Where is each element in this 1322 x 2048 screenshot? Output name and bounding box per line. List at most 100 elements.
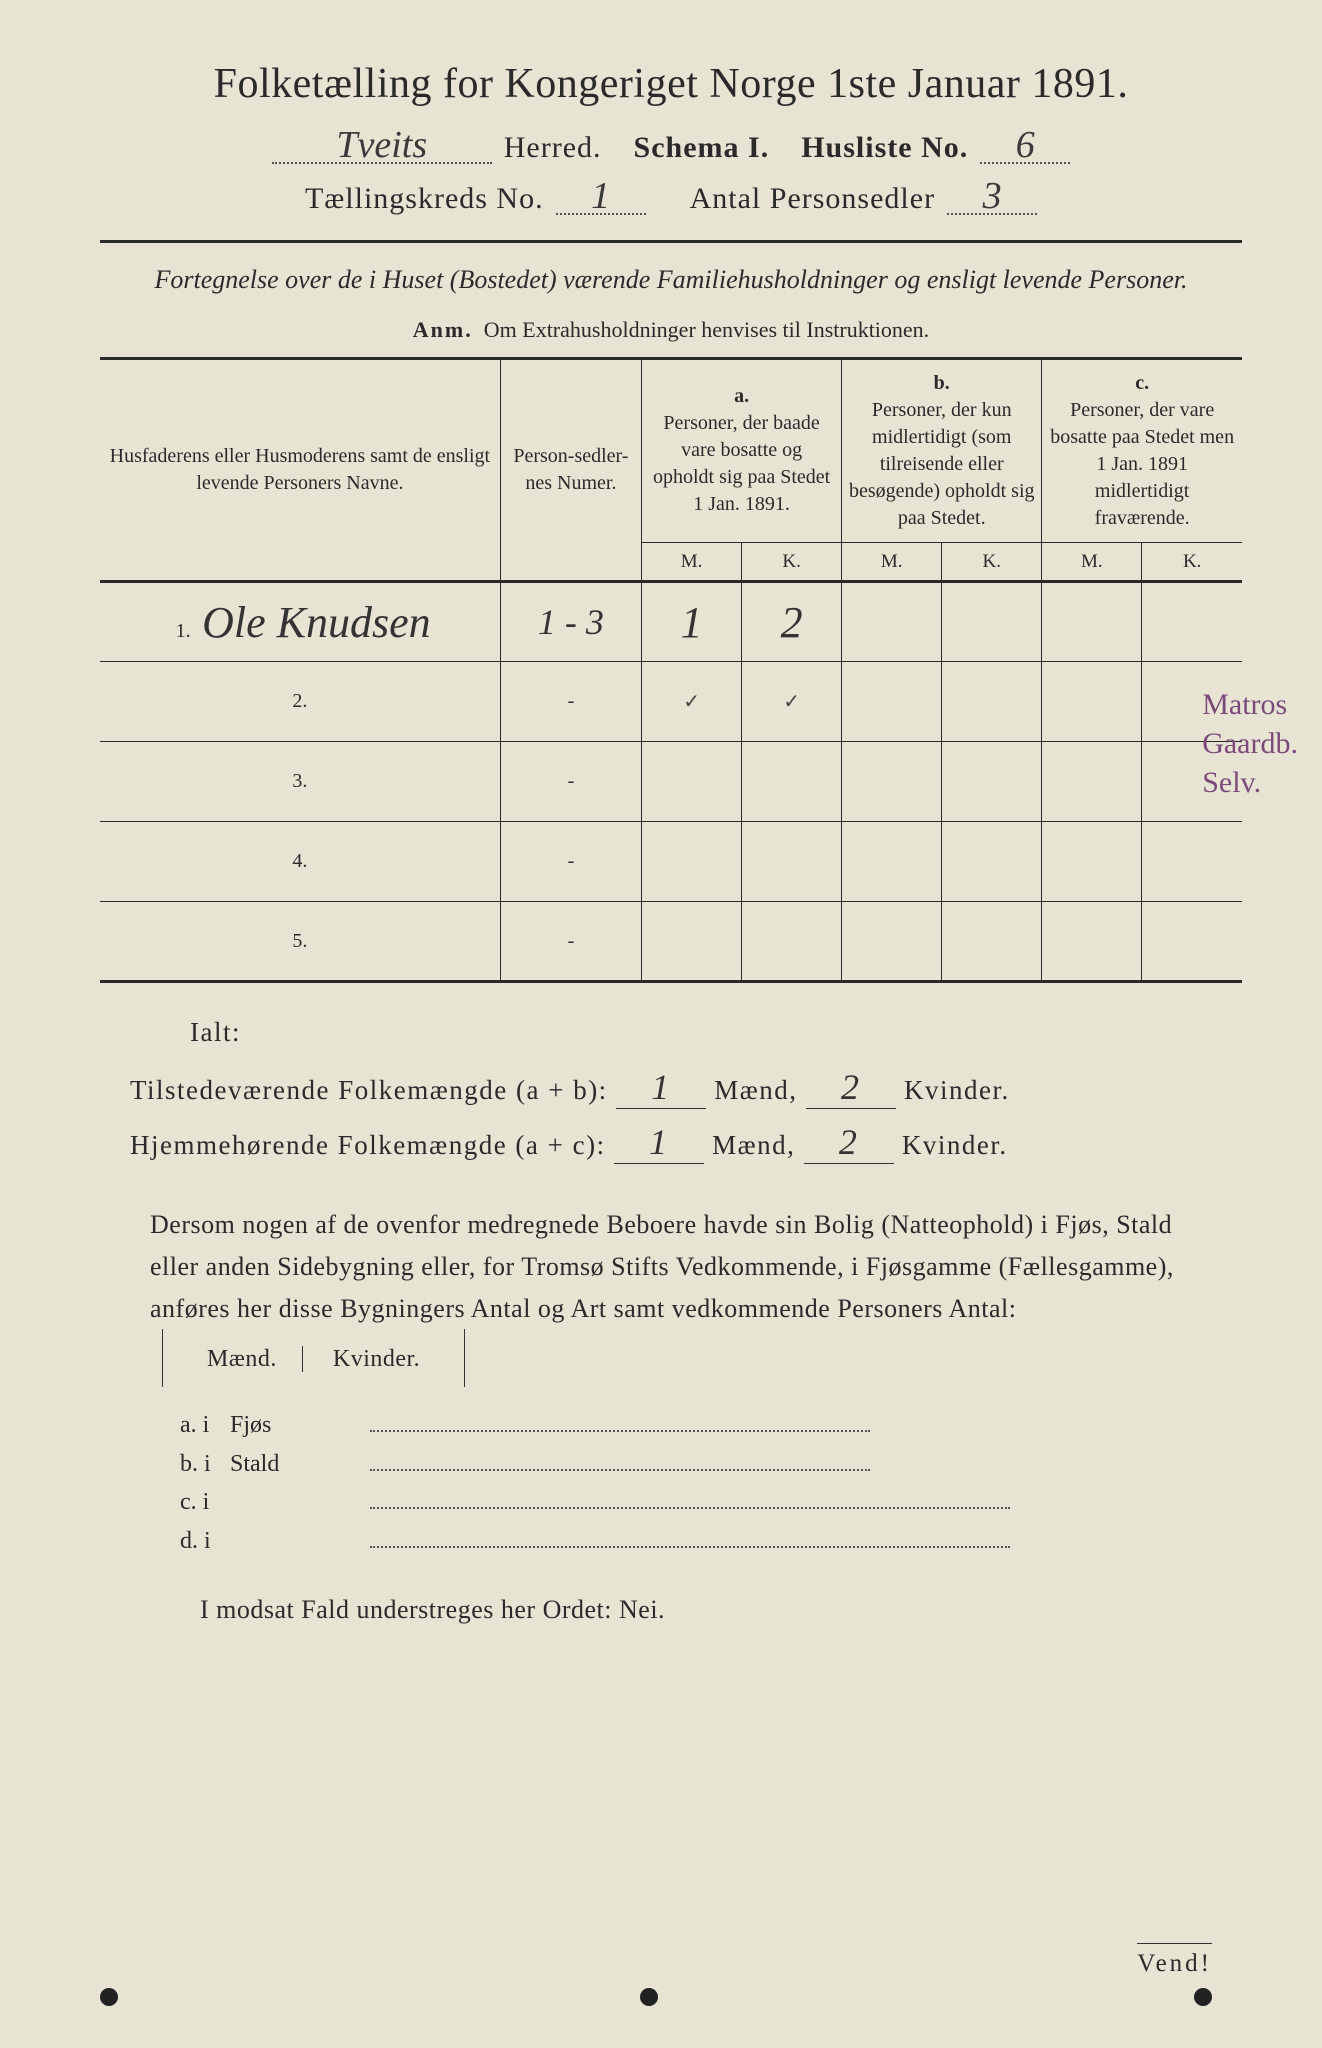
totals-k-field: 2 <box>804 1121 894 1164</box>
row-numer: - <box>500 822 641 902</box>
row-numer: - <box>500 742 641 822</box>
herred-field: Tveits <box>272 128 492 164</box>
totals-k-field: 2 <box>806 1066 896 1109</box>
list-lbl: d. i <box>180 1528 230 1555</box>
anm-text: Om Extrahusholdninger henvises til Instr… <box>484 317 929 342</box>
row-b-m <box>842 582 942 662</box>
table-body: 1. Ole Knudsen 1 - 3 1 2 2. - ✓ ✓ 3 <box>100 582 1242 982</box>
margin-note-line: Matros <box>1202 685 1298 724</box>
mk-box-k: Kvinder. <box>302 1346 438 1372</box>
dotted-line <box>370 1411 870 1433</box>
mk-a-m: M. <box>642 542 742 582</box>
divider-rule <box>100 240 1242 243</box>
row-a-m <box>642 902 742 982</box>
row-num: 5. <box>286 930 314 953</box>
row-b-k <box>942 822 1042 902</box>
dotted-line <box>370 1488 1010 1510</box>
row-b-k <box>942 582 1042 662</box>
mk-box: Mænd. Kvinder. <box>162 1329 465 1387</box>
row-c-k <box>1142 902 1242 982</box>
row-b-m <box>842 822 942 902</box>
dotted-line <box>370 1449 870 1471</box>
anm-label: Anm. <box>413 317 473 342</box>
table-row: 2. - ✓ ✓ <box>100 662 1242 742</box>
col-header-c: c. Personer, der vare bosatte paa Stedet… <box>1042 358 1242 542</box>
row-a-m <box>642 742 742 822</box>
page-title: Folketælling for Kongeriget Norge 1ste J… <box>100 60 1242 108</box>
row-num: 2. <box>286 690 314 713</box>
mk-c-k: K. <box>1142 542 1242 582</box>
anm-line: Anm. Om Extrahusholdninger henvises til … <box>100 317 1242 343</box>
dotted-line <box>370 1526 1010 1548</box>
personsedler-field: 3 <box>947 179 1037 215</box>
row-c-m <box>1042 662 1142 742</box>
margin-note-line: Gaardb. <box>1202 724 1298 763</box>
mk-box-m: Mænd. <box>189 1346 295 1372</box>
census-form-page: Folketælling for Kongeriget Norge 1ste J… <box>0 0 1322 2048</box>
row-c-m <box>1042 582 1142 662</box>
row-name-cell: 5. <box>100 902 500 982</box>
list-item: d. i <box>180 1526 1242 1555</box>
row-a-k <box>742 742 842 822</box>
kreds-label: Tællingskreds No. <box>305 182 544 216</box>
instruction-paragraph: Dersom nogen af de ovenfor medregnede Be… <box>150 1204 1222 1386</box>
header-row-1: Tveits Herred. Schema I. Husliste No. 6 <box>100 128 1242 165</box>
mk-a-k: K. <box>742 542 842 582</box>
row-name-cell: 3. <box>100 742 500 822</box>
subtitle-text: Fortegnelse over de i Huset (Bostedet) v… <box>140 261 1202 299</box>
row-num: 1. <box>169 620 197 643</box>
row-name-cell: 2. <box>100 662 500 742</box>
row-b-k <box>942 662 1042 742</box>
kvinder-label: Kvinder. <box>902 1130 1008 1160</box>
punch-hole-icon <box>640 1988 658 2006</box>
totals-m-field: 1 <box>616 1066 706 1109</box>
mk-c-m: M. <box>1042 542 1142 582</box>
mk-b-k: K. <box>942 542 1042 582</box>
list-item: b. i Stald <box>180 1449 1242 1478</box>
row-name-cell: 4. <box>100 822 500 902</box>
col-b-text: Personer, der kun midlertidigt (som tilr… <box>849 399 1035 529</box>
maend-label: Mænd, <box>712 1130 795 1160</box>
ialt-label: Ialt: <box>190 1017 1232 1048</box>
list-lbl: b. i <box>180 1451 230 1478</box>
row-a-k: ✓ <box>742 662 842 742</box>
row-a-m: 1 <box>642 582 742 662</box>
list-cat: Fjøs <box>230 1412 370 1439</box>
totals-row-label: Tilstedeværende Folkemængde (a + b): <box>130 1075 608 1105</box>
col-a-text: Personer, der baade vare bosatte og opho… <box>653 412 830 515</box>
row-b-m <box>842 742 942 822</box>
vend-label: Vend! <box>1137 1943 1212 1978</box>
row-c-m <box>1042 822 1142 902</box>
mk-b-m: M. <box>842 542 942 582</box>
table-row: 5. - <box>100 902 1242 982</box>
table-row: 1. Ole Knudsen 1 - 3 1 2 <box>100 582 1242 662</box>
row-a-m: ✓ <box>642 662 742 742</box>
kvinder-label: Kvinder. <box>904 1075 1010 1105</box>
col-b-label: b. <box>934 372 950 394</box>
para-text: Dersom nogen af de ovenfor medregnede Be… <box>150 1210 1174 1322</box>
row-c-k <box>1142 822 1242 902</box>
totals-row-label: Hjemmehørende Folkemængde (a + c): <box>130 1130 606 1160</box>
list-item: c. i <box>180 1488 1242 1517</box>
row-numer: - <box>500 662 641 742</box>
row-b-m <box>842 662 942 742</box>
row-c-k <box>1142 582 1242 662</box>
maend-label: Mænd, <box>714 1075 797 1105</box>
list-lbl: c. i <box>180 1489 230 1516</box>
row-name-cell: 1. Ole Knudsen <box>100 582 500 662</box>
punch-hole-icon <box>100 1988 118 2006</box>
row-c-m <box>1042 902 1142 982</box>
personsedler-label: Antal Personsedler <box>690 182 935 216</box>
row-numer: - <box>500 902 641 982</box>
col-c-text: Personer, der vare bosatte paa Stedet me… <box>1050 399 1234 529</box>
row-a-k <box>742 902 842 982</box>
row-numer: 1 - 3 <box>500 582 641 662</box>
margin-note-line: Selv. <box>1202 763 1298 802</box>
row-a-m <box>642 822 742 902</box>
row-b-k <box>942 742 1042 822</box>
totals-row-home: Hjemmehørende Folkemængde (a + c): 1 Mæn… <box>130 1121 1232 1164</box>
building-list: a. i Fjøs b. i Stald c. i d. i <box>180 1411 1242 1555</box>
totals-m-field: 1 <box>614 1121 704 1164</box>
schema-label: Schema I. <box>634 131 770 165</box>
col-header-names: Husfaderens eller Husmoderens samt de en… <box>100 358 500 582</box>
